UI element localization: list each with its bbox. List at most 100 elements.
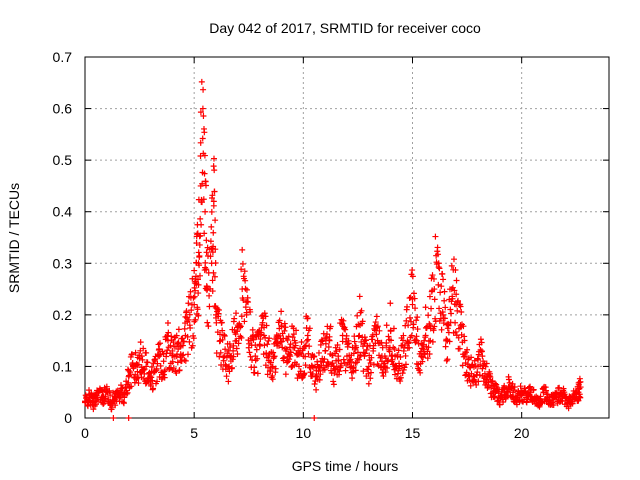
data-point-anchor (138, 353, 145, 360)
data-point (352, 367, 359, 374)
data-point (148, 363, 155, 370)
x-tick-label: 0 (81, 425, 89, 441)
data-point (461, 337, 468, 344)
data-point-anchor (361, 353, 368, 360)
data-point-anchor (199, 105, 206, 112)
data-point-anchor (125, 373, 132, 380)
data-point (401, 364, 408, 371)
data-point (388, 337, 395, 344)
data-point (494, 398, 501, 405)
data-point (425, 344, 432, 351)
data-point-anchor (540, 389, 547, 396)
data-point (283, 359, 290, 366)
data-point (200, 196, 207, 203)
data-point (434, 251, 441, 258)
data-point (132, 349, 139, 356)
data-point (496, 401, 503, 408)
data-point-anchor (202, 208, 209, 215)
data-point (238, 334, 245, 341)
data-point-anchor (396, 363, 403, 370)
data-point-anchor (156, 353, 163, 360)
data-point (203, 237, 210, 244)
data-point (209, 277, 216, 284)
data-point (134, 375, 141, 382)
data-point (195, 312, 202, 319)
data-point-anchor (374, 337, 381, 344)
data-point (430, 327, 437, 334)
data-point (211, 167, 218, 174)
data-point (213, 319, 220, 326)
data-point (453, 277, 460, 284)
data-point (174, 359, 181, 366)
data-point (376, 327, 383, 334)
data-point (219, 327, 226, 334)
data-point-anchor (173, 353, 180, 360)
data-point (233, 310, 240, 317)
data-point-anchor (204, 286, 211, 293)
data-point (164, 320, 171, 327)
data-point-anchor (99, 394, 106, 401)
data-point (426, 320, 433, 327)
data-point-anchor (400, 347, 407, 354)
data-point (380, 373, 387, 380)
data-point (222, 346, 229, 353)
data-point-anchor (518, 389, 525, 396)
x-tick-label: 20 (514, 425, 530, 441)
data-point (379, 344, 386, 351)
data-point (452, 267, 459, 274)
data-point (170, 365, 177, 372)
data-point (161, 368, 168, 375)
data-point (209, 249, 216, 256)
data-point (200, 112, 207, 119)
data-point (456, 345, 463, 352)
data-point (483, 360, 490, 367)
data-point (285, 333, 292, 340)
data-point (164, 347, 171, 354)
data-point (186, 338, 193, 345)
data-point (202, 259, 209, 266)
data-point (473, 381, 480, 388)
data-point (448, 298, 455, 305)
data-point (196, 272, 203, 279)
data-point (264, 371, 271, 378)
data-point (242, 277, 249, 284)
data-point-anchor (448, 286, 455, 293)
data-point-anchor (239, 286, 246, 293)
data-point (476, 372, 483, 379)
data-point (311, 353, 318, 360)
data-point (439, 270, 446, 277)
data-point-anchor (108, 399, 115, 406)
data-point (402, 352, 409, 359)
data-point (192, 287, 199, 294)
data-point-anchor (326, 337, 333, 344)
data-point-anchor (256, 342, 263, 349)
data-point-anchor (527, 389, 534, 396)
data-point (340, 356, 347, 363)
data-point (577, 378, 584, 385)
data-point (428, 305, 435, 312)
data-point-anchor (313, 373, 320, 380)
data-point-zero (125, 415, 132, 421)
data-point-anchor (186, 322, 193, 329)
data-point (437, 289, 444, 296)
data-point (238, 313, 245, 320)
data-point (408, 332, 415, 339)
data-point (241, 318, 248, 325)
data-point-anchor (210, 198, 217, 205)
data-point (325, 344, 332, 351)
data-point (438, 326, 445, 333)
data-point-anchor (501, 389, 508, 396)
data-point (90, 406, 97, 413)
data-point (249, 326, 256, 333)
data-point (217, 349, 224, 356)
data-point (334, 342, 341, 349)
data-point (216, 353, 223, 360)
data-point-anchor (457, 322, 464, 329)
data-point (350, 350, 357, 357)
data-point (352, 346, 359, 353)
data-point (482, 363, 489, 370)
data-point-anchor (304, 332, 311, 339)
data-point (183, 308, 190, 315)
data-point-anchor (90, 399, 97, 406)
data-point (201, 230, 208, 237)
